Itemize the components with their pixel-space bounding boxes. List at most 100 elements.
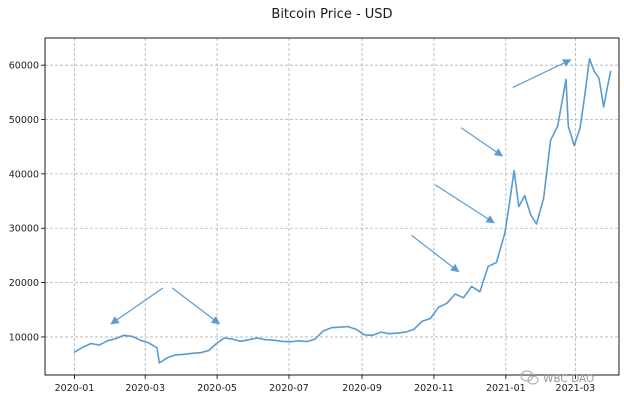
plot-frame: [44, 37, 620, 376]
data-point: [273, 339, 275, 341]
data-point: [565, 78, 567, 80]
annotation-arrow: [411, 234, 460, 273]
data-point: [462, 297, 464, 299]
data-point: [603, 106, 605, 108]
data-point: [487, 265, 489, 267]
data-point: [588, 58, 591, 60]
x-tick-label: 2020-07: [269, 383, 309, 394]
data-point: [330, 327, 332, 329]
price-series-line: [74, 57, 612, 364]
data-point: [543, 197, 545, 199]
data-point: [518, 205, 520, 208]
data-point: [606, 87, 608, 89]
data-point: [524, 195, 526, 197]
data-point: [471, 285, 473, 287]
data-point: [131, 335, 133, 337]
x-tick-label: 2020-11: [414, 383, 454, 394]
data-point: [158, 362, 160, 364]
data-point: [175, 354, 177, 356]
data-point: [115, 338, 117, 340]
data-point: [405, 331, 407, 333]
data-point: [535, 223, 538, 225]
y-tick-label: 40000: [9, 169, 39, 180]
data-point: [347, 326, 349, 328]
data-point: [191, 352, 193, 354]
data-point: [413, 328, 415, 330]
data-point: [557, 125, 559, 127]
annotation-arrow: [110, 287, 164, 325]
data-point: [363, 334, 365, 336]
data-point: [215, 343, 217, 345]
data-point: [513, 170, 515, 172]
grid: [45, 38, 619, 375]
data-point: [82, 346, 84, 348]
y-tick-label: 10000: [9, 332, 39, 343]
data-point: [429, 317, 431, 320]
data-point: [584, 94, 586, 96]
annotation-arrow: [460, 127, 504, 157]
data-point: [139, 339, 142, 341]
data-point: [322, 330, 324, 332]
data-point: [98, 344, 100, 346]
data-point: [297, 340, 299, 342]
watermark: WBC DAO: [520, 370, 594, 385]
x-tick-label: 2020-09: [342, 383, 382, 394]
wechat-icon: [520, 370, 539, 385]
data-point: [123, 334, 125, 336]
x-tick-label: 2021-03: [556, 383, 596, 394]
data-point: [183, 353, 185, 355]
data-point: [507, 211, 509, 213]
data-point: [256, 337, 258, 339]
data-point: [567, 125, 569, 127]
chart-title: Bitcoin Price - USD: [271, 7, 392, 22]
annotation-arrow: [434, 184, 495, 224]
data-point: [90, 342, 92, 345]
x-tick-label: 2020-05: [197, 383, 237, 394]
series-layer: [73, 57, 612, 364]
data-point: [380, 331, 382, 333]
x-tick-label: 2020-01: [55, 383, 95, 394]
data-point: [593, 70, 595, 72]
annotations: [110, 59, 572, 325]
data-point: [421, 320, 423, 322]
data-point: [550, 139, 552, 141]
data-point: [240, 340, 242, 342]
data-point: [598, 77, 600, 79]
data-point: [495, 261, 497, 264]
data-point: [438, 306, 440, 308]
data-point: [289, 341, 291, 343]
data-point: [281, 340, 283, 342]
data-point: [73, 351, 76, 353]
data-point: [208, 349, 210, 352]
data-point: [454, 293, 456, 295]
data-point: [314, 338, 316, 340]
data-point: [200, 352, 202, 354]
data-point: [388, 333, 390, 335]
annotation-arrow: [171, 287, 221, 325]
data-point: [579, 127, 581, 129]
data-point: [148, 342, 150, 344]
y-tick-label: 60000: [9, 61, 39, 72]
data-point: [479, 291, 481, 293]
y-tick-label: 50000: [9, 115, 39, 126]
data-point: [573, 145, 575, 147]
data-point: [231, 338, 233, 340]
annotation-arrow: [512, 59, 572, 89]
data-point: [264, 339, 266, 341]
data-point: [530, 214, 532, 216]
y-tick-label: 30000: [9, 224, 39, 235]
data-point: [610, 70, 612, 72]
data-point: [339, 326, 341, 328]
data-point: [167, 357, 169, 359]
y-tick-label: 20000: [9, 278, 39, 289]
x-tick-label: 2021-01: [486, 383, 526, 394]
data-point: [156, 347, 158, 349]
data-point: [223, 337, 225, 339]
data-point: [372, 334, 374, 336]
x-axis: 2020-01 2020-03 2020-05 2020-07 2020-09 2020-…: [55, 375, 596, 394]
data-point: [396, 332, 398, 334]
x-tick-label: 2020-03: [125, 383, 165, 394]
watermark-text: WBC DAO: [543, 373, 594, 385]
data-point: [504, 233, 506, 235]
